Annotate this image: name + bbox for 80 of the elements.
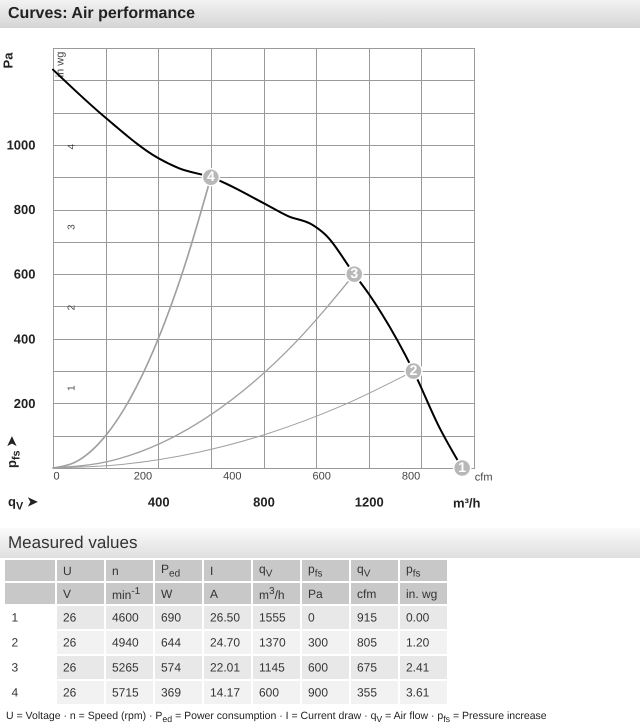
annotation: 4 <box>206 168 215 184</box>
text: V <box>57 583 104 604</box>
y-tick-label: 200 <box>14 396 36 411</box>
x2-tick-label: 200 <box>134 470 152 482</box>
data-label: 600 <box>308 660 328 675</box>
y2-tick-label: 3 <box>66 224 78 230</box>
data-label: 1555 <box>259 610 286 625</box>
y-tick-label: 1 <box>12 610 18 625</box>
y-tick-label: 800 <box>14 202 36 218</box>
annotation: 3 <box>350 265 358 282</box>
data-label: 26 <box>63 686 77 700</box>
data-label: 805 <box>357 636 378 650</box>
y-tick-label: 400 <box>14 331 36 346</box>
data-label: 1.20 <box>406 636 430 650</box>
data-label: 300 <box>308 636 328 650</box>
x-tick-label: I <box>204 560 251 582</box>
text: W <box>155 583 202 604</box>
y-tick-label: 3 <box>12 660 18 675</box>
data-label: 355 <box>357 686 378 700</box>
x-tick-label: U <box>57 560 104 582</box>
x-tick-label: 400 <box>148 494 170 510</box>
annotation: 2 <box>410 362 418 378</box>
data-label: 14.17 <box>210 686 240 700</box>
y-axis-title: Pa <box>0 52 16 68</box>
text: cfm <box>351 583 398 604</box>
chart-title: Curves: Air performance <box>0 0 640 28</box>
y2-tick-label: 4 <box>66 143 78 150</box>
text: m$^{3}$/h <box>253 583 300 604</box>
data-label: 4940 <box>112 636 140 650</box>
data-label: 900 <box>308 686 328 700</box>
data-label: 5715 <box>112 686 140 700</box>
data-label: 4600 <box>112 610 140 625</box>
data-label: 644 <box>161 636 182 650</box>
x2-tick-label: 800 <box>402 470 420 482</box>
data-label: 675 <box>357 660 378 675</box>
x2-tick-label: 600 <box>312 470 331 482</box>
x-tick-label: n <box>106 560 153 582</box>
text: in. wg <box>400 583 447 604</box>
x-tick-label: p$_{fs}$ <box>400 560 447 582</box>
data-label: 369 <box>161 686 182 700</box>
x-axis-title: m³/h <box>453 496 481 510</box>
x-tick-label: P$_{ed}$ <box>155 560 202 582</box>
data-label: 690 <box>161 610 182 625</box>
y-tick-label: 1000 <box>6 137 36 152</box>
data-label: 26 <box>63 660 77 675</box>
chart-title: Measured values <box>0 528 640 558</box>
text: Pa <box>302 583 349 604</box>
x-tick-label: 1200 <box>354 494 384 510</box>
data-label: 5265 <box>112 660 140 675</box>
data-label: 0 <box>308 610 315 625</box>
text: min$^{-1}$ <box>106 583 153 604</box>
x-tick-label: q$_{V}$ <box>253 560 300 582</box>
data-label: 2.41 <box>406 660 430 675</box>
data-label: 26 <box>63 636 77 650</box>
data-label: 1145 <box>259 660 286 675</box>
data-label: 22.01 <box>210 660 240 675</box>
data-label: 26.50 <box>210 610 240 625</box>
x-tick-label: 800 <box>253 494 275 510</box>
data-label: 915 <box>357 610 378 625</box>
y2-tick-label: 2 <box>66 304 78 310</box>
data-label: 26 <box>63 610 77 625</box>
y2-tick-label: 1 <box>66 384 78 391</box>
data-label: 1370 <box>259 636 286 650</box>
annotation: 1 <box>458 459 466 475</box>
y-tick-label: 2 <box>12 636 18 650</box>
text: A <box>204 583 251 604</box>
x-tick-label: p$_{fs}$ <box>302 560 349 582</box>
data-label: 24.70 <box>210 636 240 650</box>
y-tick-label: 600 <box>14 266 36 282</box>
y-tick-label: 4 <box>12 686 18 700</box>
data-label: 574 <box>161 660 182 675</box>
data-label: 600 <box>259 686 280 700</box>
text: U = Voltage · n = Speed (rpm) · P$_{ed}$ = Power consumption · I = Current draw · q$_{V}$ = Air flow · p$_{fs}$ = Pressure increase <box>6 710 548 724</box>
x2-tick-label: 400 <box>223 470 242 482</box>
x2-tick-label: 0 <box>54 470 60 482</box>
x2-axis-title: cfm <box>474 472 492 484</box>
text: q$_{V}$ ➤ <box>8 494 38 513</box>
x-tick-label: q$_{V}$ <box>351 560 398 582</box>
data-label: 3.61 <box>406 686 430 700</box>
data-label: 0.00 <box>406 610 430 625</box>
